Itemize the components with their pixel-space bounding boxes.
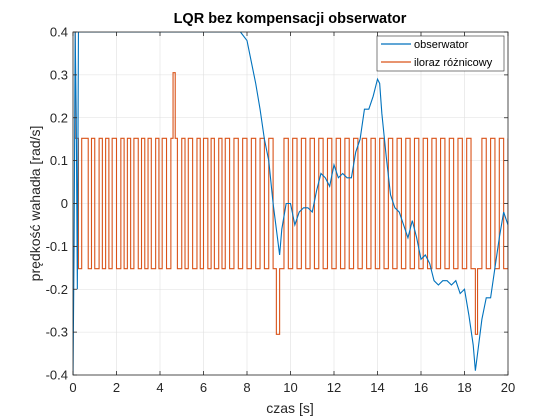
x-tick-label: 12 bbox=[327, 380, 341, 395]
y-tick-label: 0.2 bbox=[50, 110, 68, 125]
x-tick-label: 0 bbox=[69, 380, 76, 395]
x-tick-label: 18 bbox=[457, 380, 471, 395]
x-tick-label: 8 bbox=[243, 380, 250, 395]
y-tick-label: -0.1 bbox=[46, 239, 68, 254]
series-line-iloraz-roznicowy bbox=[73, 32, 508, 335]
y-tick-label: 0 bbox=[61, 196, 68, 211]
legend-box bbox=[376, 35, 505, 72]
series-layer bbox=[73, 32, 508, 375]
axis-ticks: 0 2 4 6 8 10 12 14 16 18 20 -0.4 -0.3 -0.2 -0.1 0 0.1 0.2… bbox=[46, 25, 516, 396]
x-tick-label: 6 bbox=[200, 380, 207, 395]
legend: obserwator iloraz różnicowy bbox=[376, 35, 505, 72]
y-tick-label: -0.4 bbox=[46, 368, 68, 383]
x-tick-label: 14 bbox=[370, 380, 384, 395]
y-tick-label: -0.3 bbox=[46, 325, 68, 340]
legend-label-obserwator: obserwator bbox=[414, 39, 469, 51]
series-line-obserwator bbox=[73, 32, 508, 375]
legend-label-iloraz: iloraz różnicowy bbox=[414, 57, 493, 69]
x-tick-label: 20 bbox=[501, 380, 515, 395]
y-tick-label: 0.3 bbox=[50, 67, 68, 82]
x-tick-label: 4 bbox=[156, 380, 163, 395]
y-tick-label: 0.1 bbox=[50, 153, 68, 168]
chart-title: LQR bez kompensacji obserwator bbox=[174, 11, 407, 27]
x-tick-label: 2 bbox=[113, 380, 120, 395]
x-tick-label: 16 bbox=[414, 380, 428, 395]
y-axis-title: prędkość wahadła [rad/s] bbox=[27, 126, 43, 282]
y-tick-label: 0.4 bbox=[50, 25, 68, 40]
y-tick-label: -0.2 bbox=[46, 282, 68, 297]
x-tick-label: 10 bbox=[283, 380, 297, 395]
x-axis-title: czas [s] bbox=[266, 400, 313, 416]
